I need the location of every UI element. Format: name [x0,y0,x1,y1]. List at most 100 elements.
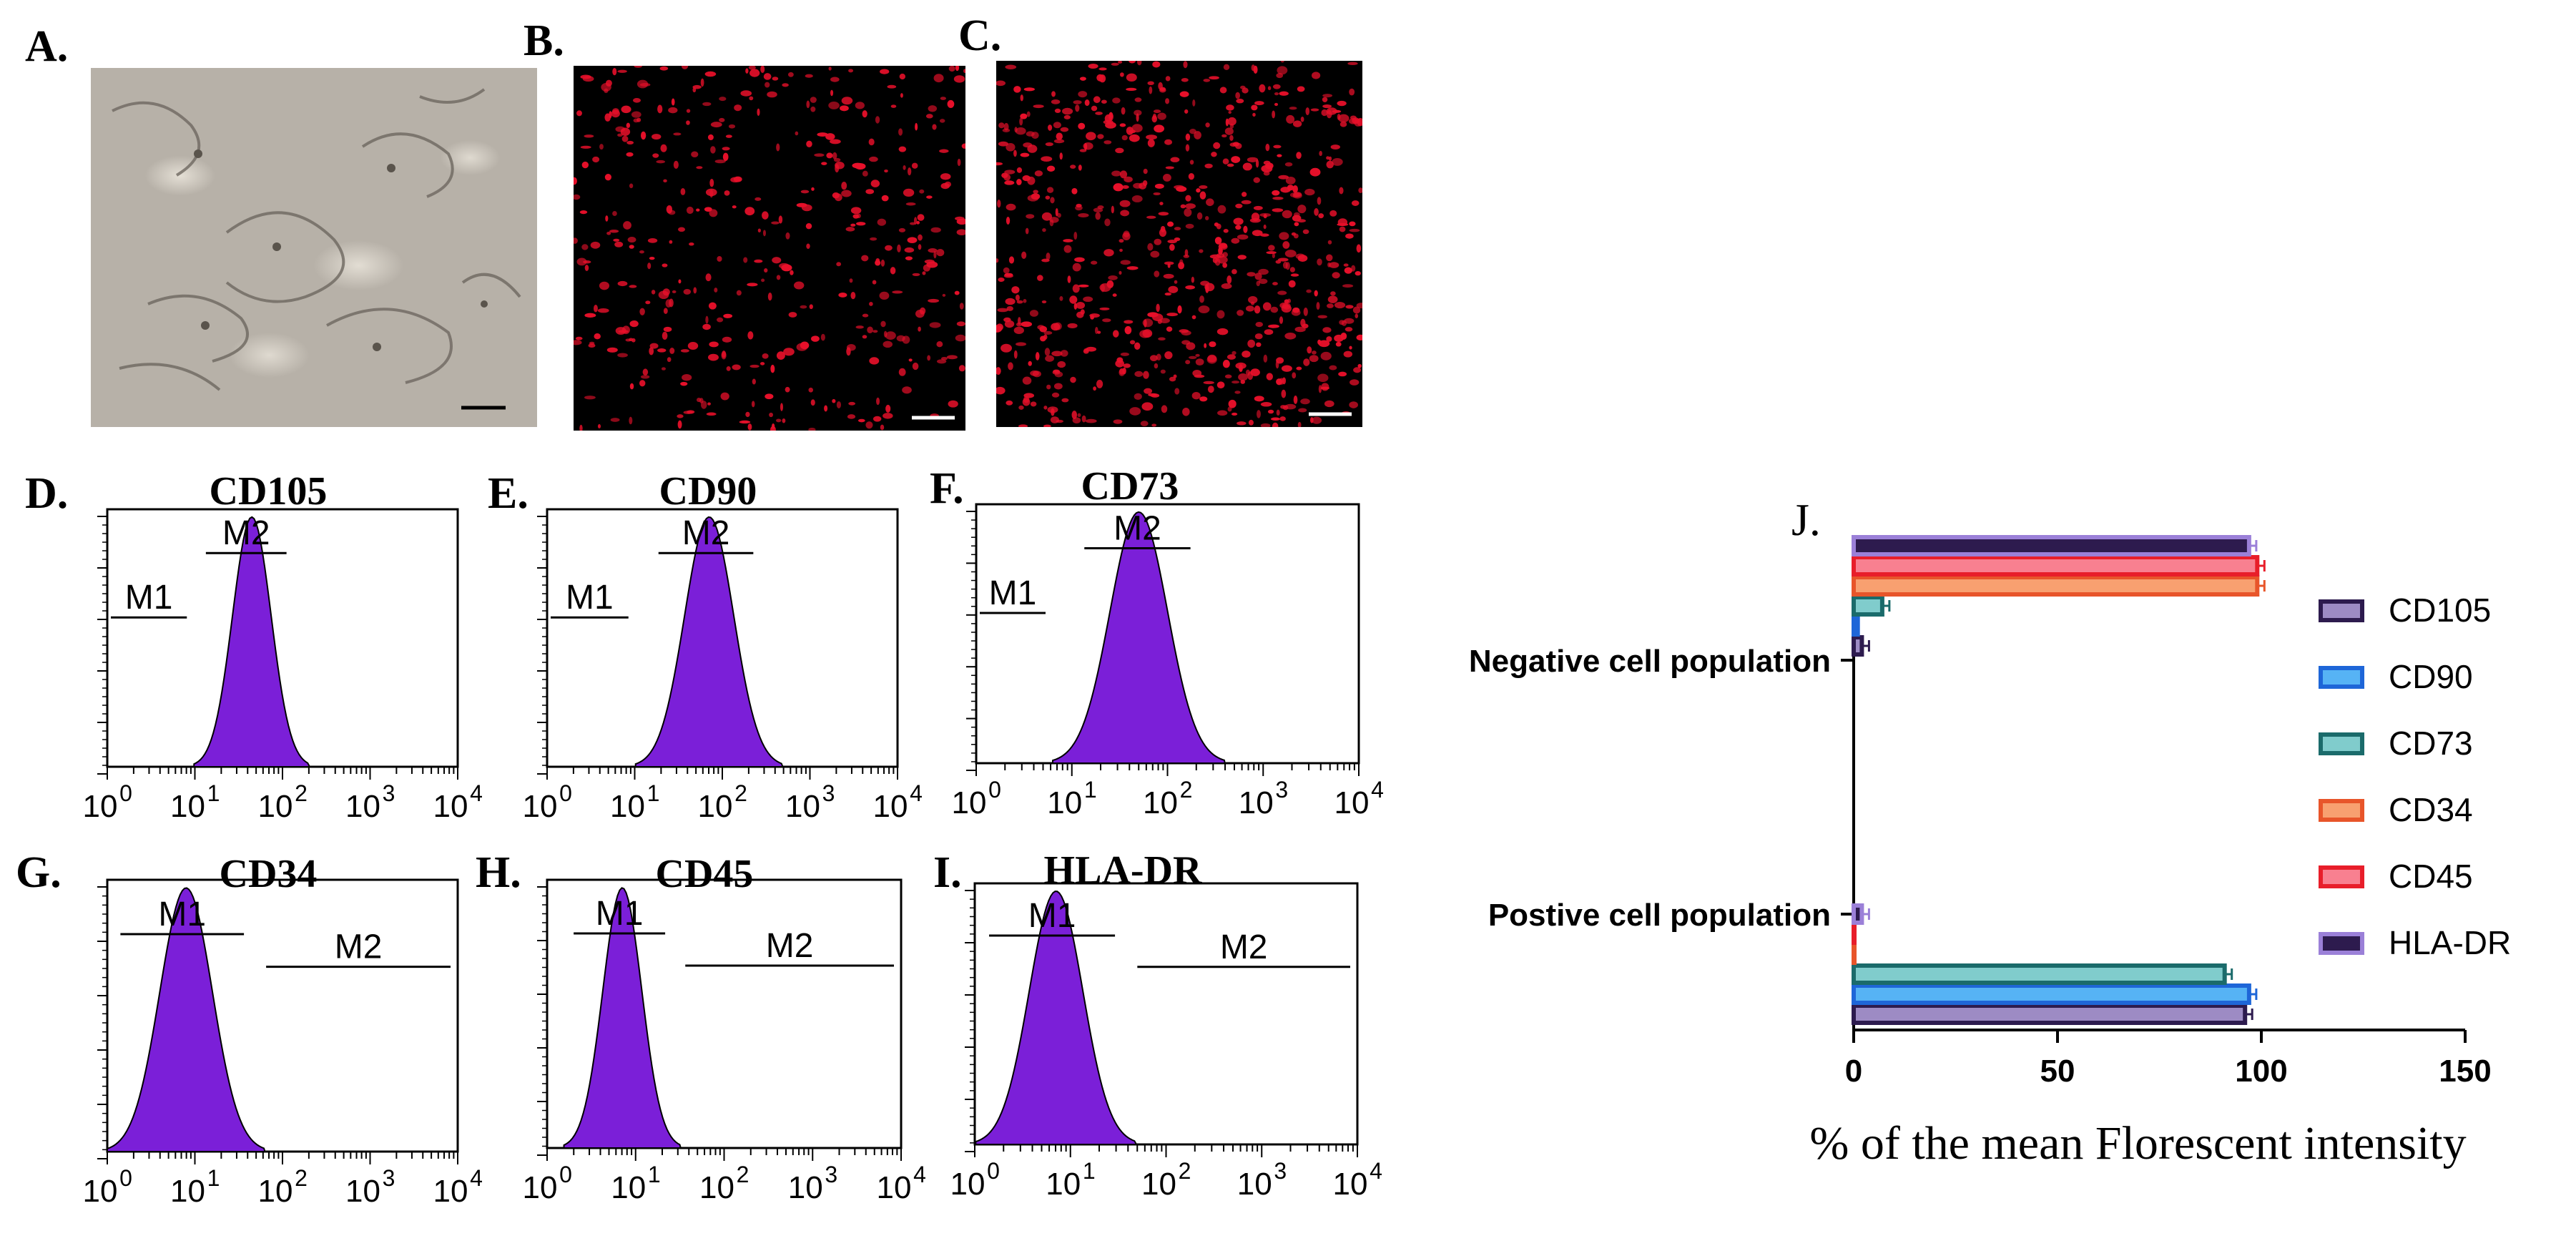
x-tick-label: 10 [1237,1167,1272,1202]
category-label: Postive cell population [1488,898,1831,933]
x-tick-label: 10 [952,785,987,820]
x-tick-label: 10 [1047,785,1082,820]
x-tick-exponent: 2 [1179,1158,1191,1184]
panel-label-b: B. [523,16,564,65]
x-tick-exponent: 4 [470,780,483,806]
x-tick-label: 10 [170,789,205,824]
gate-label-m2: M2 [222,514,270,552]
legend-label: CD45 [2389,858,2473,895]
panel-label-d: D. [25,469,69,518]
histogram-peak [563,887,682,1149]
phase-contrast-micrograph [91,68,537,427]
bar-cd105-negative [1852,635,1864,657]
x-tick-label: 10 [523,789,558,824]
x-tick-exponent: 2 [295,780,308,806]
legend-label: CD34 [2389,791,2473,828]
x-tick-label: 10 [345,1174,380,1209]
x-tick-label: 10 [1334,785,1370,820]
x-tick-label: 10 [699,1170,734,1205]
x-tick-label: 10 [523,1170,558,1205]
x-tick-label: 150 [2439,1054,2491,1089]
bar-cd34-negative [1852,575,2260,597]
histogram-e: 10 0 10 1 10 2 10 3 10 4 M1 M2 [523,508,923,849]
legend-swatch-cd34 [2319,799,2364,822]
x-tick-label: 10 [610,789,645,824]
gate-label-m1: M1 [566,579,614,617]
x-tick-exponent: 3 [383,780,395,806]
gate-label-m2: M2 [766,927,814,965]
legend-label: CD105 [2389,592,2491,629]
histogram-f: 10 0 10 1 10 2 10 3 10 4 M1 M2 [952,503,1384,845]
panel-label-e: E. [488,469,529,518]
x-tick-label: 10 [1046,1167,1081,1202]
histogram-peak [634,516,784,767]
x-tick-exponent: 3 [1275,777,1288,803]
bar-cd105-positive [1852,1004,2248,1025]
x-tick-label: 100 [2235,1054,2287,1089]
histogram-i: 10 0 10 1 10 2 10 3 10 4 M1 M2 [950,882,1382,1227]
panel-label-c: C. [958,11,1002,60]
x-tick-exponent: 4 [910,780,923,806]
histogram-title-h: CD45 [655,852,754,896]
legend-swatch-cd73 [2319,732,2364,755]
x-tick-exponent: 2 [295,1165,308,1191]
x-tick-exponent: 3 [383,1165,395,1191]
histogram-title-f: CD73 [1081,464,1179,509]
legend-swatch-cd105 [2319,599,2364,622]
gate-label-m1: M1 [1028,897,1076,935]
x-tick-label: 10 [83,1174,118,1209]
panel-label-g: G. [16,848,62,897]
histogram-title-e: CD90 [659,469,757,514]
x-tick-exponent: 0 [559,1162,572,1187]
gate-label-m2: M2 [335,928,383,966]
category-label: Negative cell population [1469,644,1831,679]
fluorescence-micrograph-b [574,66,965,431]
x-tick-label: 50 [2040,1054,2075,1089]
x-tick-exponent: 3 [822,780,835,806]
panel-label-j: J. [1791,494,1821,545]
x-tick-label: 10 [170,1174,205,1209]
x-tick-label: 10 [1143,785,1178,820]
x-tick-exponent: 3 [825,1162,837,1187]
x-tick-label: 10 [611,1170,646,1205]
legend-swatch-hla-dr [2319,932,2364,955]
x-tick-label: 10 [873,789,908,824]
x-tick-label: 10 [433,1174,468,1209]
x-tick-exponent: 4 [1371,777,1384,803]
panel-label-a: A. [25,22,69,71]
histogram-peak [975,891,1138,1145]
panel-label-i: I. [933,848,962,897]
histogram-peak [1052,511,1226,764]
x-tick-exponent: 3 [1274,1158,1287,1184]
x-tick-label: 10 [1239,785,1274,820]
x-tick-label: 10 [788,1170,823,1205]
histogram-title-g: CD34 [219,852,318,896]
fluorescence-micrograph-c [996,61,1362,427]
bar-cd73-negative [1852,595,1884,617]
legend-swatch-cd90 [2319,666,2364,689]
histogram-title-d: CD105 [209,469,328,514]
gate-label-m1: M1 [596,895,644,933]
legend-label: HLA-DR [2389,924,2511,961]
x-tick-label: 10 [258,1174,293,1209]
x-tick-exponent: 0 [987,1158,1000,1184]
panel-label-f: F. [930,464,964,513]
x-tick-exponent: 4 [1370,1158,1382,1184]
gate-label-m2: M2 [682,514,730,552]
x-tick-label: 10 [950,1167,985,1202]
legend-label: CD73 [2389,725,2473,762]
x-tick-exponent: 1 [207,780,220,806]
gate-label-m2: M2 [1114,510,1161,548]
gate-label-m1: M1 [158,896,206,933]
bar-hla-dr-negative [1852,535,2251,556]
x-tick-exponent: 1 [1083,1158,1096,1184]
x-axis-label: % of the mean Florescent intensity [1809,1117,2466,1169]
histogram-h: 10 0 10 1 10 2 10 3 10 4 M1 M2 [523,878,926,1230]
bar-cd45-negative [1852,555,2260,577]
histogram-title-i: HLA-DR [1043,848,1202,893]
x-tick-label: 10 [258,789,293,824]
x-tick-label: 0 [1845,1054,1862,1089]
bar-cd90-positive [1852,983,2251,1005]
x-tick-exponent: 0 [119,1165,132,1191]
x-tick-exponent: 2 [1180,777,1193,803]
